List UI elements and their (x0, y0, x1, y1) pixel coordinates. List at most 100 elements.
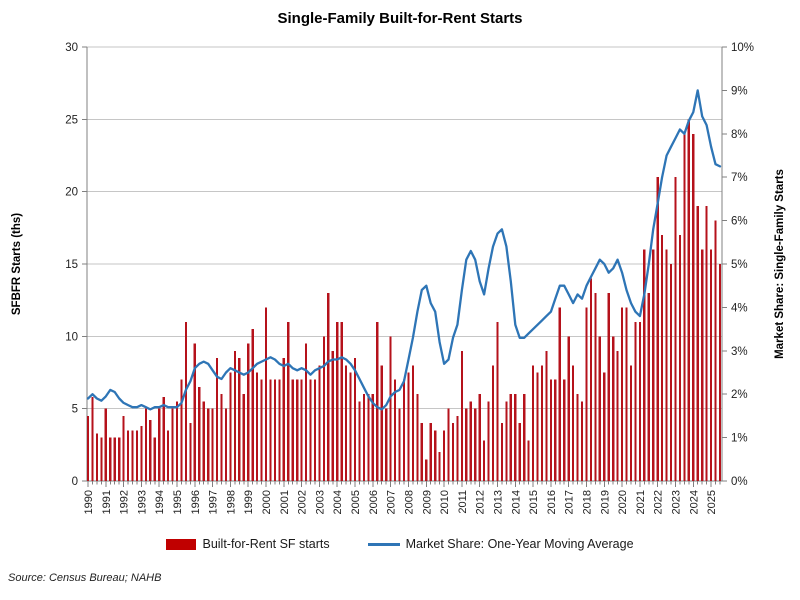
x-year-label: 2006 (368, 490, 380, 514)
right-tick-label: 9% (731, 85, 748, 97)
right-axis-title: Market Share: Single-Family Starts (774, 169, 786, 359)
bar (126, 430, 130, 481)
right-tick-label: 0% (731, 476, 748, 488)
bar (144, 408, 147, 481)
bar (665, 249, 668, 481)
bar (95, 433, 99, 481)
x-year-label: 1998 (225, 490, 237, 514)
bar (456, 415, 459, 481)
bar (447, 408, 450, 481)
left-tick-label: 30 (65, 42, 78, 54)
right-tick-label: 2% (731, 389, 748, 401)
bar (491, 365, 495, 481)
bar (527, 440, 530, 481)
bar (140, 426, 143, 481)
chart-title: Single-Family Built-for-Rent Starts (277, 10, 523, 27)
x-year-label: 2002 (297, 490, 309, 514)
bar (118, 437, 121, 481)
x-year-label: 2004 (332, 490, 344, 514)
bar (625, 307, 628, 481)
left-tick-label: 10 (65, 331, 78, 343)
bar (251, 329, 254, 481)
bar (692, 133, 695, 482)
x-year-label: 2015 (528, 490, 540, 514)
bar (585, 307, 588, 481)
bar (509, 394, 512, 481)
bar (714, 220, 717, 481)
bar (474, 408, 477, 481)
x-year-label: 2010 (439, 490, 451, 514)
bar (429, 423, 432, 481)
bar (536, 372, 539, 481)
x-year-label: 2018 (581, 490, 593, 514)
bar (420, 423, 423, 481)
x-year-label: 2021 (635, 490, 647, 514)
right-tick-label: 1% (731, 433, 748, 445)
x-year-label: 2020 (617, 490, 629, 514)
legend: Built-for-Rent SF starts Market Share: O… (0, 537, 800, 551)
bar (260, 379, 263, 481)
bar (336, 321, 339, 481)
bar (523, 394, 526, 481)
left-tick-label: 5 (72, 404, 78, 416)
bar (434, 430, 437, 481)
legend-item-bars: Built-for-Rent SF starts (166, 537, 330, 551)
right-tick-label: 6% (731, 216, 748, 228)
source-note: Source: Census Bureau; NAHB (8, 572, 162, 584)
x-year-label: 1996 (190, 490, 202, 514)
legend-item-line: Market Share: One-Year Moving Average (367, 537, 634, 551)
bar (469, 401, 472, 481)
bar (340, 321, 343, 481)
bar (643, 249, 646, 481)
x-year-label: 1995 (172, 490, 184, 514)
x-year-label: 2013 (492, 490, 504, 514)
bar (233, 350, 236, 481)
right-tick-label: 8% (731, 129, 748, 141)
bar (620, 307, 624, 481)
bar (162, 397, 165, 481)
bar (242, 394, 245, 481)
bar (661, 235, 664, 481)
bar (282, 358, 285, 481)
x-year-label: 1992 (119, 490, 131, 514)
bar (175, 401, 179, 481)
bar (278, 379, 281, 481)
bar (718, 264, 722, 481)
bar (300, 379, 303, 481)
x-year-label: 2024 (688, 490, 700, 514)
bar (269, 379, 272, 481)
x-year-label: 2019 (599, 490, 611, 514)
bar (500, 423, 504, 481)
bar (696, 206, 699, 481)
bar (398, 408, 401, 481)
bar-series-swatch-icon (166, 538, 197, 550)
bar (149, 420, 152, 481)
bar (674, 177, 677, 481)
bar (304, 343, 308, 481)
bar (362, 394, 366, 481)
bar (634, 321, 637, 481)
right-tick-label: 5% (731, 259, 748, 271)
bar (376, 321, 379, 481)
bar (385, 408, 388, 481)
bar (349, 372, 352, 481)
bar (580, 401, 584, 481)
bar (371, 394, 374, 481)
bar (647, 292, 650, 481)
bar (220, 394, 223, 481)
bar (598, 336, 601, 481)
bar (104, 408, 107, 481)
line-series-swatch-icon (367, 542, 400, 546)
bar (264, 307, 268, 481)
bar (705, 206, 708, 481)
right-tick-label: 3% (731, 346, 748, 358)
bar (345, 365, 348, 481)
bar (193, 343, 196, 481)
bar (656, 177, 659, 481)
bar (273, 379, 277, 481)
bar (211, 408, 214, 481)
bar (612, 336, 615, 481)
bar (451, 423, 455, 481)
legend-label-bars: Built-for-Rent SF starts (202, 537, 330, 551)
